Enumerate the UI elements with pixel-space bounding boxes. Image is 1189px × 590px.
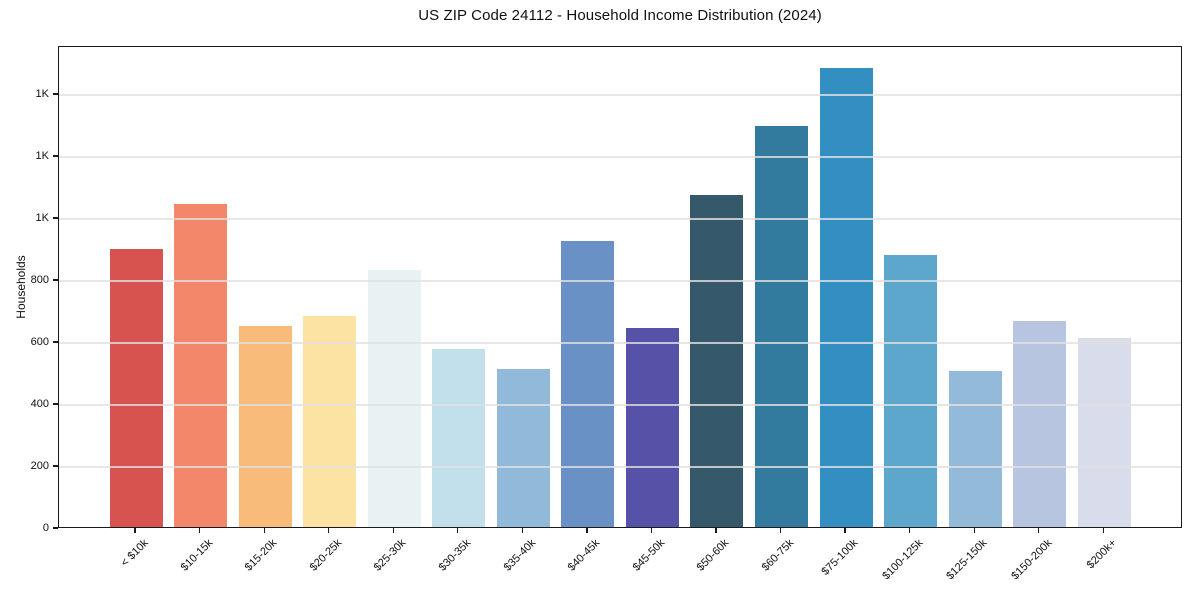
gridline (59, 342, 1181, 344)
y-axis-tick (53, 465, 58, 467)
y-axis-tick (53, 527, 58, 529)
bar (884, 255, 938, 527)
x-axis-tick-label: $20-25k (307, 537, 345, 574)
chart-title: US ZIP Code 24112 - Household Income Dis… (418, 7, 822, 24)
x-axis-tick (715, 528, 717, 533)
bar (690, 195, 744, 527)
x-axis-tick (1102, 528, 1104, 533)
y-axis-tick-label: 1K (35, 88, 49, 101)
x-axis-tick (779, 528, 782, 533)
bar (109, 249, 163, 527)
x-axis-tick (586, 528, 588, 533)
gridline (59, 404, 1181, 406)
bar (303, 315, 357, 527)
y-axis-tick-label: 800 (30, 274, 49, 287)
bar (496, 368, 550, 527)
bar (1077, 338, 1131, 527)
bar (432, 348, 486, 527)
y-axis-tick (53, 93, 58, 95)
bar (174, 203, 228, 527)
y-axis-tick (53, 341, 58, 343)
y-axis-tick-label: 0 (42, 522, 49, 534)
bar (948, 370, 1002, 527)
x-axis-tick-label: $75-100k (819, 537, 861, 578)
y-axis-tick-label: 400 (30, 398, 49, 410)
x-axis-tick-label: $200k+ (1084, 537, 1119, 572)
gridline (59, 156, 1181, 158)
y-axis-tick-label: 1K (35, 150, 49, 163)
bar (367, 270, 421, 527)
bar (1013, 320, 1067, 527)
y-axis-tick (53, 155, 58, 157)
gridline (59, 280, 1181, 282)
x-axis-tick (392, 528, 394, 533)
x-axis-tick-label: $125-150k (944, 537, 990, 583)
x-axis-tick (198, 528, 201, 533)
x-axis-tick (263, 528, 265, 533)
bar (625, 327, 679, 527)
x-axis-tick (650, 528, 653, 533)
gridline (59, 94, 1181, 96)
x-axis-tick (844, 528, 846, 533)
x-axis-tick-label: $35-40k (501, 537, 538, 574)
x-axis-tick-label: < $10k (118, 537, 151, 570)
x-axis-tick-label: $25-30k (372, 537, 409, 574)
y-axis-tick (53, 403, 58, 405)
x-axis-tick-label: $50-60k (694, 537, 732, 574)
bar (755, 125, 808, 527)
x-axis-tick-label: $40-45k (565, 537, 603, 574)
y-axis-tick-label: 1K (35, 212, 49, 225)
x-axis-tick (1038, 528, 1040, 533)
x-axis-tick (909, 528, 911, 533)
y-axis-tick (53, 217, 58, 219)
x-axis-tick (134, 528, 136, 533)
x-axis-tick-label: $15-20k (242, 537, 280, 574)
bar (561, 241, 615, 527)
x-axis-tick (973, 528, 975, 533)
bar (819, 68, 873, 527)
gridline (59, 466, 1181, 468)
x-axis-tick-label: $10-15k (178, 537, 216, 574)
x-axis-tick-label: $45-50k (630, 537, 667, 574)
x-axis-tick-label: $150-200k (1008, 537, 1055, 583)
x-axis-tick (457, 528, 459, 533)
bar (238, 326, 292, 527)
y-axis-tick-label: 200 (30, 460, 49, 472)
x-axis-tick (328, 528, 330, 533)
x-axis-tick-label: $30-35k (436, 537, 474, 574)
x-axis-tick-label: $100-125k (879, 537, 926, 583)
gridline (59, 218, 1181, 220)
x-axis-tick (521, 528, 523, 533)
x-axis-tick-label: $60-75k (759, 537, 796, 574)
y-axis-tick-label: 600 (30, 336, 49, 349)
plot-area (58, 46, 1182, 528)
y-axis-tick (53, 279, 58, 281)
